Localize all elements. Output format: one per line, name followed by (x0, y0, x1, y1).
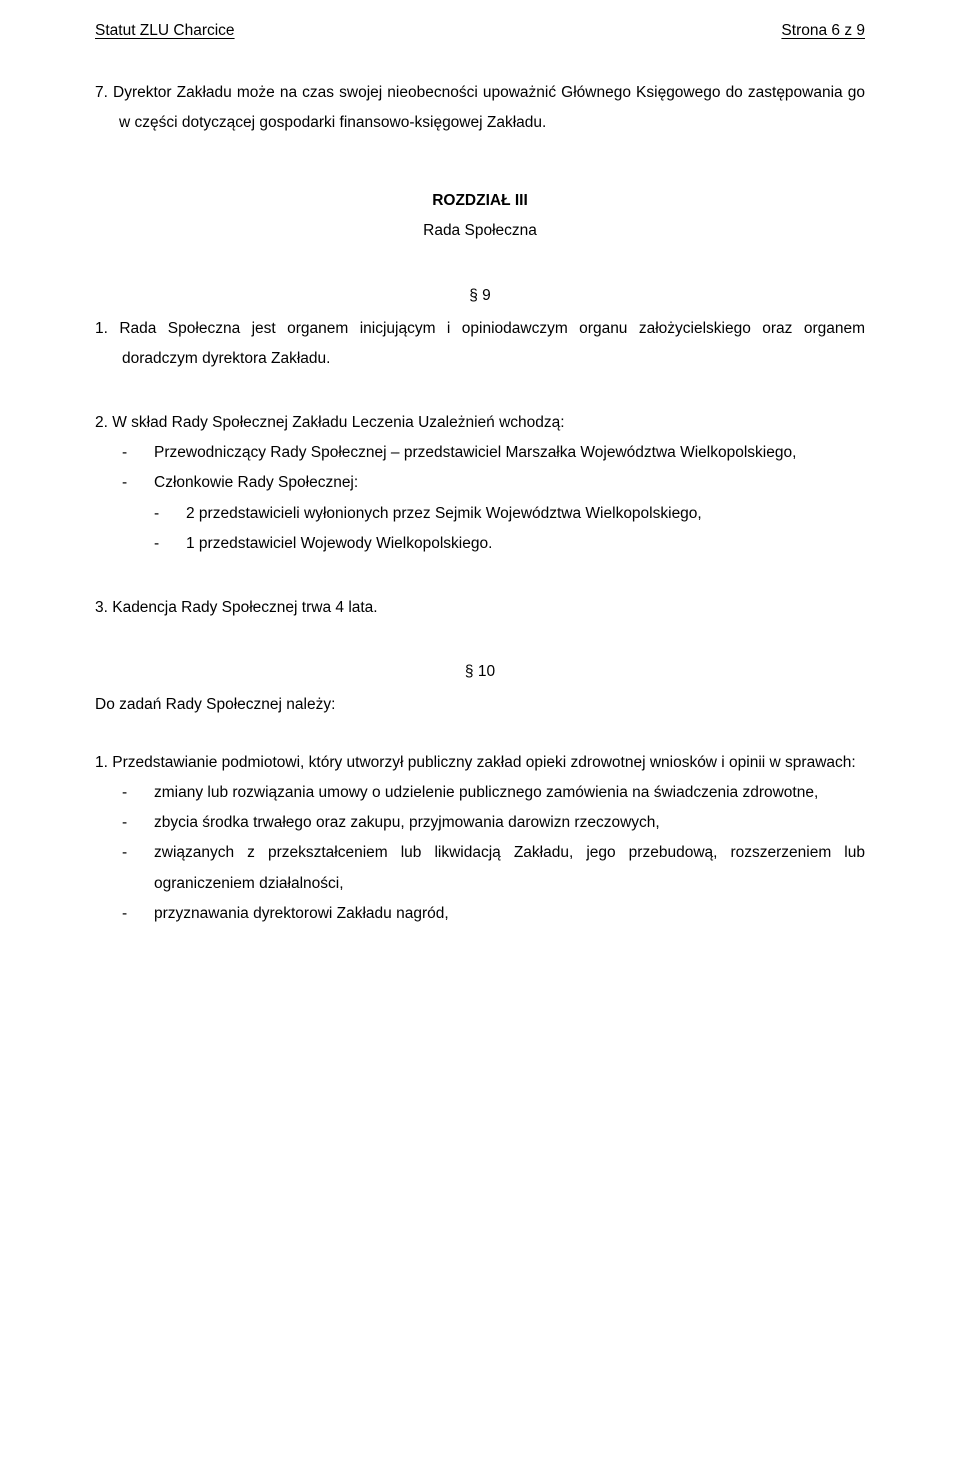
chapter-heading: ROZDZIAŁ III Rada Społeczna (95, 186, 865, 245)
s9-p2-sublist: Przewodniczący Rady Społecznej – przedst… (95, 438, 865, 559)
s9-p3: 3. Kadencja Rady Społecznej trwa 4 lata. (95, 593, 865, 623)
section-10-number: § 10 (95, 657, 865, 687)
page-container: Statut ZLU Charcice Strona 6 z 9 7. Dyre… (0, 0, 960, 989)
chapter-title: ROZDZIAŁ III (95, 186, 865, 215)
s9-p2-d2-sub: 2 przedstawicieli wyłonionych przez Sejm… (122, 499, 865, 559)
s9-p3-text: 3. Kadencja Rady Społecznej trwa 4 lata. (95, 593, 865, 623)
s9-p2-lead: 2. W skład Rady Społecznej Zakładu Lecze… (95, 408, 865, 438)
section-9-number: § 9 (95, 281, 865, 311)
s9-p1-text: 1. Rada Społeczna jest organem inicjując… (95, 314, 865, 374)
s10-p1-d2: zbycia środka trwałego oraz zakupu, przy… (122, 808, 865, 838)
s9-p2-d2-s2: 1 przedstawiciel Wojewody Wielkopolskieg… (154, 529, 865, 559)
s10-p1-d3: związanych z przekształceniem lub likwid… (122, 838, 865, 898)
paragraph-7: 7. Dyrektor Zakładu może na czas swojej … (95, 78, 865, 138)
s9-p2-d2: Członkowie Rady Społecznej: (122, 468, 865, 498)
s9-p2-d2-s1: 2 przedstawicieli wyłonionych przez Sejm… (154, 499, 865, 529)
s10-intro: Do zadań Rady Społecznej należy: (95, 690, 865, 720)
page-header: Statut ZLU Charcice Strona 6 z 9 (95, 22, 865, 40)
chapter-subtitle: Rada Społeczna (95, 216, 865, 245)
section-10-header: § 10 Do zadań Rady Społecznej należy: (95, 657, 865, 719)
s10-p1-d1: zmiany lub rozwiązania umowy o udzieleni… (122, 778, 865, 808)
s10-p1-sublist: zmiany lub rozwiązania umowy o udzieleni… (95, 778, 865, 929)
s9-p2-d1: Przewodniczący Rady Społecznej – przedst… (122, 438, 865, 468)
s9-p1: 1. Rada Społeczna jest organem inicjując… (95, 314, 865, 374)
s9-p2: 2. W skład Rady Społecznej Zakładu Lecze… (95, 408, 865, 559)
s10-p1-d4: przyznawania dyrektorowi Zakładu nagród, (122, 899, 865, 929)
header-left: Statut ZLU Charcice (95, 22, 235, 40)
s10-p1: 1. Przedstawianie podmiotowi, który utwo… (95, 748, 865, 929)
header-right: Strona 6 z 9 (781, 22, 865, 40)
s10-p1-lead: 1. Przedstawianie podmiotowi, który utwo… (95, 748, 865, 778)
